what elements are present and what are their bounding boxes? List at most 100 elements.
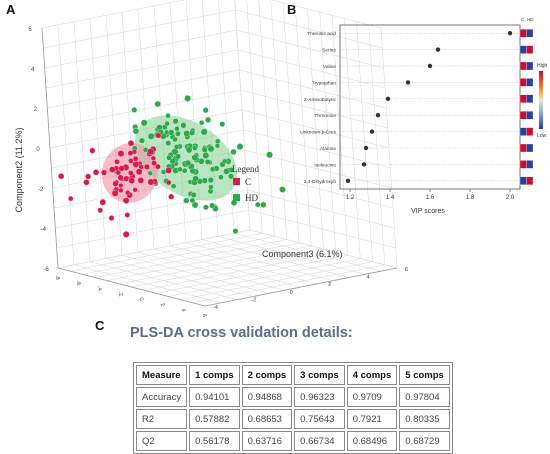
row-label: Accuracy [136,387,188,407]
z-tick-label: 6 [405,267,408,273]
grid-line [45,49,239,89]
hd-point [131,107,138,113]
z-tick-label: -2 [251,297,256,303]
y-tick-label: 0 [36,147,40,153]
hd-point [199,120,205,126]
heatmap-cell [526,111,534,120]
hd-point [132,128,140,135]
hd-point [184,95,191,102]
c-point [137,177,145,184]
colorbar-high-label: High [537,63,548,69]
metabolite-label: Tryptophan [312,80,336,86]
table-cell: 0.68729 [399,431,450,451]
c-point [97,207,103,214]
metabolite-label: Threonic acid [307,31,336,37]
vip-score-plot: Threonic acid Serine Valine Tryptophan 2-Ami… [300,17,547,215]
x-tick-label: 0 [138,297,145,302]
c-point [127,140,135,147]
vip-point [385,96,391,102]
vip-axis-label: VIP scores [411,208,445,215]
x-tick-label: 4 [180,308,187,313]
c-point [155,163,161,170]
heatmap-cell [526,127,534,136]
heatmap-cell [519,61,527,71]
legend-swatch-c [233,178,240,185]
table-cell: 0.63716 [241,431,293,451]
table-cell: 0.80335 [399,409,450,429]
heatmap-cell [519,176,527,185]
x-tick-label: 1.8 [466,195,475,201]
table-cell: 0.57882 [189,409,240,429]
c-point [132,161,140,168]
vip-point [405,80,411,85]
c-point [112,180,119,187]
cv-table: Measure 1 comps 2 comps 3 comps 4 comps … [133,362,453,454]
table-cell: 0.7921 [346,409,398,429]
grid-line [137,251,286,291]
hd-point [160,169,167,175]
heatmap-cell [519,45,527,54]
hd-point [201,146,208,153]
grid-line [201,239,350,278]
hd-point [214,143,220,149]
header-cell: Measure [136,365,188,385]
c-point [118,187,124,193]
hd-point [200,128,208,136]
x-tick-label: 1.6 [426,195,435,201]
heatmap-cell [519,160,527,169]
grid-line [271,0,382,29]
hd-point [266,151,273,159]
heatmap-header-hd: HD [527,17,534,22]
heatmap-cell [526,29,534,38]
hd-point [232,228,239,234]
z-axis-line [204,267,398,307]
hd-point [222,158,228,164]
c-point [165,167,172,174]
cv-table-title: PLS-DA cross validation details: [130,325,353,341]
hd-point [203,204,209,211]
table-cell: 0.68653 [241,409,293,429]
y-axis-line [41,27,59,269]
x-tick-label: -2 [116,291,123,298]
hd-point [236,143,244,150]
hd-point [191,154,199,161]
y-tick-label: -2 [38,187,44,193]
z-tick-label: 4 [367,275,370,281]
hd-point [140,119,148,127]
x-tick-label: -8 [53,274,60,281]
hd-point [174,126,180,132]
grid-line [47,69,240,109]
c-point [109,166,116,173]
table-row: Accuracy 0.94101 0.94868 0.96323 0.9709 … [136,387,450,407]
metabolite-label: Valine [323,64,336,70]
grid-line [245,169,394,209]
c-point [85,173,92,180]
hd-point [175,153,181,160]
hd-point [191,201,199,209]
c-point [128,170,134,176]
y-tick-label: 4 [31,67,35,73]
c-point [125,190,131,196]
heatmap-cell [526,143,534,153]
grid-line [73,264,222,304]
heatmap-header-c: C [521,17,525,22]
hd-point [189,167,196,175]
row-label: R2 [136,409,188,429]
c-point [83,179,90,186]
grid-line [43,9,236,49]
z-tick-labels: -4 -2 0 2 4 6 [213,267,408,311]
y-tick-labels: 6 4 2 0 -2 -4 -6 [28,27,49,273]
header-cell: 4 comps [346,365,398,385]
grid-line [240,89,388,129]
panel-c-label: C [95,318,105,333]
colorbar [539,71,543,129]
c-point [118,165,125,172]
table-cell: 0.94101 [189,387,240,407]
group-heatmap [519,29,534,185]
hd-point [204,159,211,165]
grid-line [233,232,382,272]
c-point [124,212,131,218]
c-point [100,169,108,176]
panel-b-label: B [287,2,296,17]
grid-line [247,189,395,229]
